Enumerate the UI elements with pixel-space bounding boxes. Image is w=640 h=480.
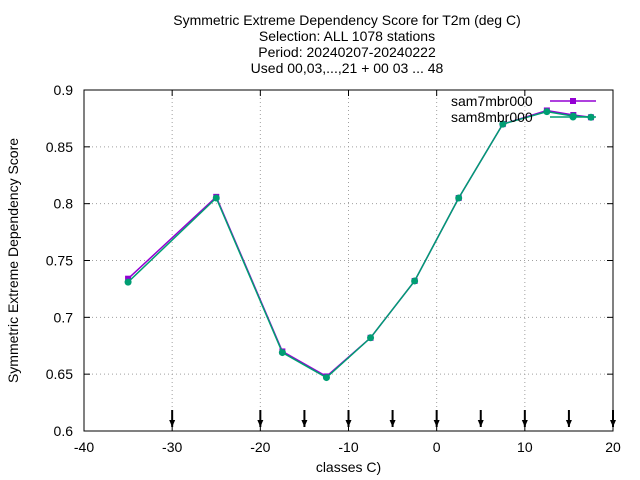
- x-axis-label: classes C): [316, 459, 381, 475]
- data-point-sam8mbr000: [367, 334, 375, 342]
- x-tick-label: -30: [162, 439, 182, 455]
- class-marker-head: [345, 420, 352, 427]
- chart-title: Symmetric Extreme Dependency Score for T…: [173, 12, 521, 76]
- series-line-sam7mbr000: [127, 109, 592, 378]
- title-line: Used 00,03,...,21 + 00 03 ... 48: [251, 60, 444, 76]
- x-tick-label: -20: [250, 439, 270, 455]
- legend-marker: [569, 113, 577, 121]
- class-marker-head: [565, 420, 572, 427]
- y-axis: 0.6 0.65 0.7 0.75 0.8 0.85 0.9: [46, 82, 613, 439]
- class-marker-head: [169, 420, 176, 427]
- legend-label: sam7mbr000: [451, 93, 533, 109]
- y-tick-label: 0.8: [54, 196, 74, 212]
- title-line: Selection: ALL 1078 stations: [259, 28, 435, 44]
- class-marker-head: [389, 420, 396, 427]
- data-point-sam8mbr000: [278, 349, 286, 357]
- class-marker-head: [477, 420, 484, 427]
- y-tick-label: 0.7: [54, 309, 74, 325]
- y-axis-label: Symmetric Extreme Dependency Score: [5, 138, 21, 383]
- data-point-sam8mbr000: [411, 277, 419, 285]
- y-tick-label: 0.75: [46, 253, 73, 269]
- x-tick-label: -10: [338, 439, 358, 455]
- class-markers: [169, 410, 616, 427]
- class-marker-head: [301, 420, 308, 427]
- data-point-sam8mbr000: [499, 120, 507, 128]
- series: [124, 107, 595, 382]
- x-axis: -40 -30 -20 -10 0 10 20: [74, 90, 621, 455]
- data-point-sam8mbr000: [124, 278, 132, 286]
- data-point-sam8mbr000: [455, 194, 463, 202]
- data-point-sam8mbr000: [212, 194, 220, 202]
- title-line: Symmetric Extreme Dependency Score for T…: [173, 12, 521, 28]
- data-point-sam8mbr000: [543, 108, 551, 116]
- class-marker-head: [521, 420, 528, 427]
- legend-marker: [570, 98, 576, 104]
- class-marker-head: [257, 420, 264, 427]
- y-tick-label: 0.9: [54, 82, 74, 98]
- class-marker-head: [433, 420, 440, 427]
- grid: [84, 90, 613, 431]
- y-tick-label: 0.65: [46, 366, 73, 382]
- x-tick-label: 0: [433, 439, 441, 455]
- y-tick-label: 0.85: [46, 139, 73, 155]
- y-tick-label: 0.6: [54, 423, 74, 439]
- series-line-sam8mbr000: [127, 110, 592, 379]
- data-point-sam8mbr000: [322, 374, 330, 382]
- x-tick-label: -40: [74, 439, 94, 455]
- legend-label: sam8mbr000: [451, 109, 533, 125]
- class-marker-head: [610, 420, 616, 427]
- title-line: Period: 20240207-20240222: [258, 44, 436, 60]
- x-tick-label: 10: [517, 439, 533, 455]
- x-tick-label: 20: [605, 439, 621, 455]
